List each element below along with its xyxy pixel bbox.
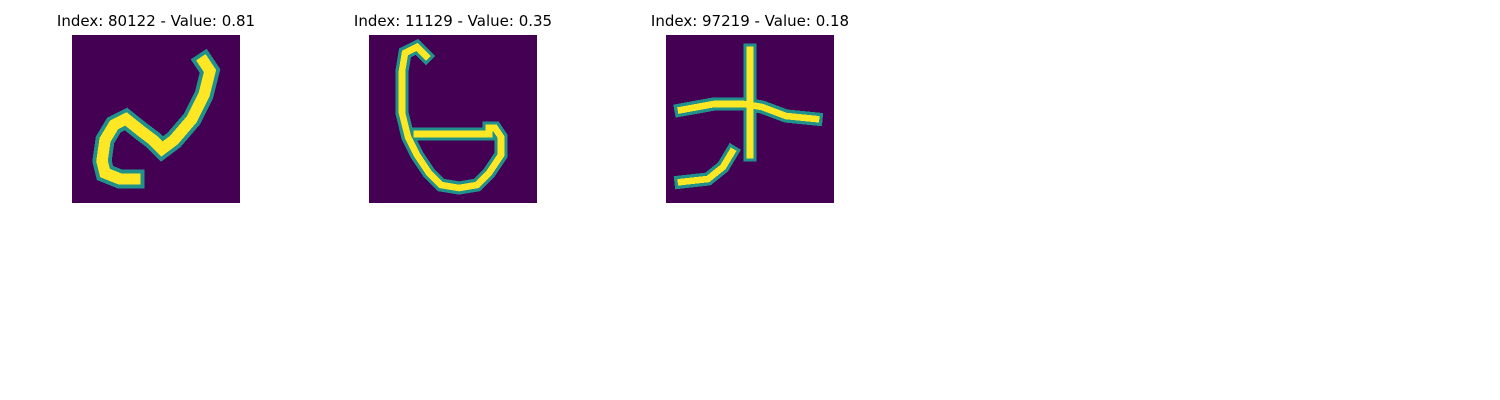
digit-stroke xyxy=(96,54,217,185)
digit-stroke xyxy=(677,46,820,186)
image-background xyxy=(369,35,537,203)
panel-title: Index: 80122 - Value: 0.81 xyxy=(56,12,256,30)
digit-image xyxy=(369,35,537,203)
digit-image xyxy=(72,35,240,203)
panel-title: Index: 97219 - Value: 0.18 xyxy=(650,12,850,30)
digit-image xyxy=(666,35,834,203)
panel-title: Index: 11129 - Value: 0.35 xyxy=(353,12,553,30)
digit-stroke xyxy=(398,42,505,192)
